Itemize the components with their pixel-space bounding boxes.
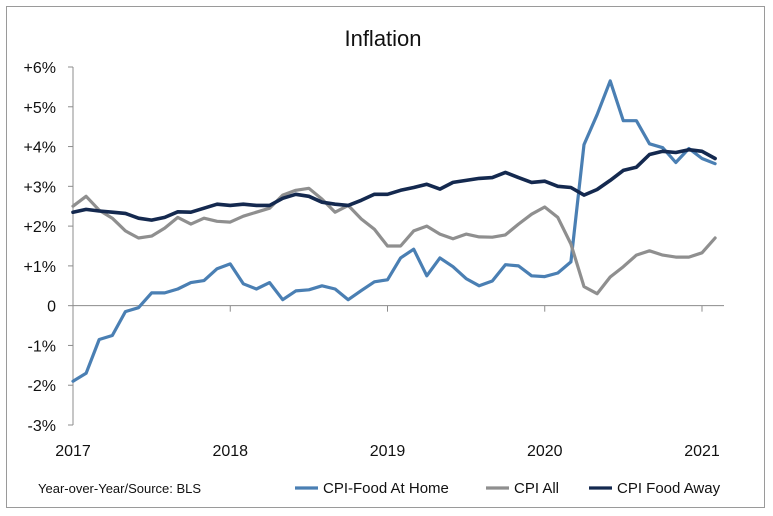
y-tick-label: +2% xyxy=(24,219,56,236)
y-tick-label: +1% xyxy=(24,259,56,276)
axes: +6% +5% +4% +3% +2% +1% 0 -1% -2% -3% 2017 2018 2019… xyxy=(24,60,724,460)
y-tick-label: +3% xyxy=(24,179,56,196)
y-tick-label: +6% xyxy=(24,60,56,77)
y-tick-label: -3% xyxy=(28,418,56,435)
x-tick-label: 2020 xyxy=(527,443,563,460)
chart-frame xyxy=(6,6,765,508)
x-tick-label: 2017 xyxy=(55,443,91,460)
chart-title: Inflation xyxy=(344,26,421,51)
legend-cpi-all-label: CPI All xyxy=(514,480,559,497)
x-tick-label: 2018 xyxy=(212,443,248,460)
x-tick-label: 2019 xyxy=(370,443,406,460)
y-tick-label: +4% xyxy=(24,140,56,157)
series-line-cpi-food-away xyxy=(71,147,717,222)
series-line-cpi-all xyxy=(71,186,717,296)
legend-cpi-food-at-home-label: CPI-Food At Home xyxy=(323,480,449,497)
x-tick-label: 2021 xyxy=(684,443,720,460)
y-tick-label: -2% xyxy=(28,378,56,395)
series-layer xyxy=(71,79,717,383)
y-tick-label: -1% xyxy=(28,338,56,355)
source-note: Year-over-Year/Source: BLS xyxy=(38,481,201,496)
series-line-cpi-food-at-home xyxy=(71,79,717,383)
y-tick-label: 0 xyxy=(47,299,56,316)
legend-cpi-food-away-label: CPI Food Away xyxy=(617,480,721,497)
legend: CPI-Food At Home CPI All CPI Food Away xyxy=(295,480,721,497)
y-tick-label: +5% xyxy=(24,100,56,117)
